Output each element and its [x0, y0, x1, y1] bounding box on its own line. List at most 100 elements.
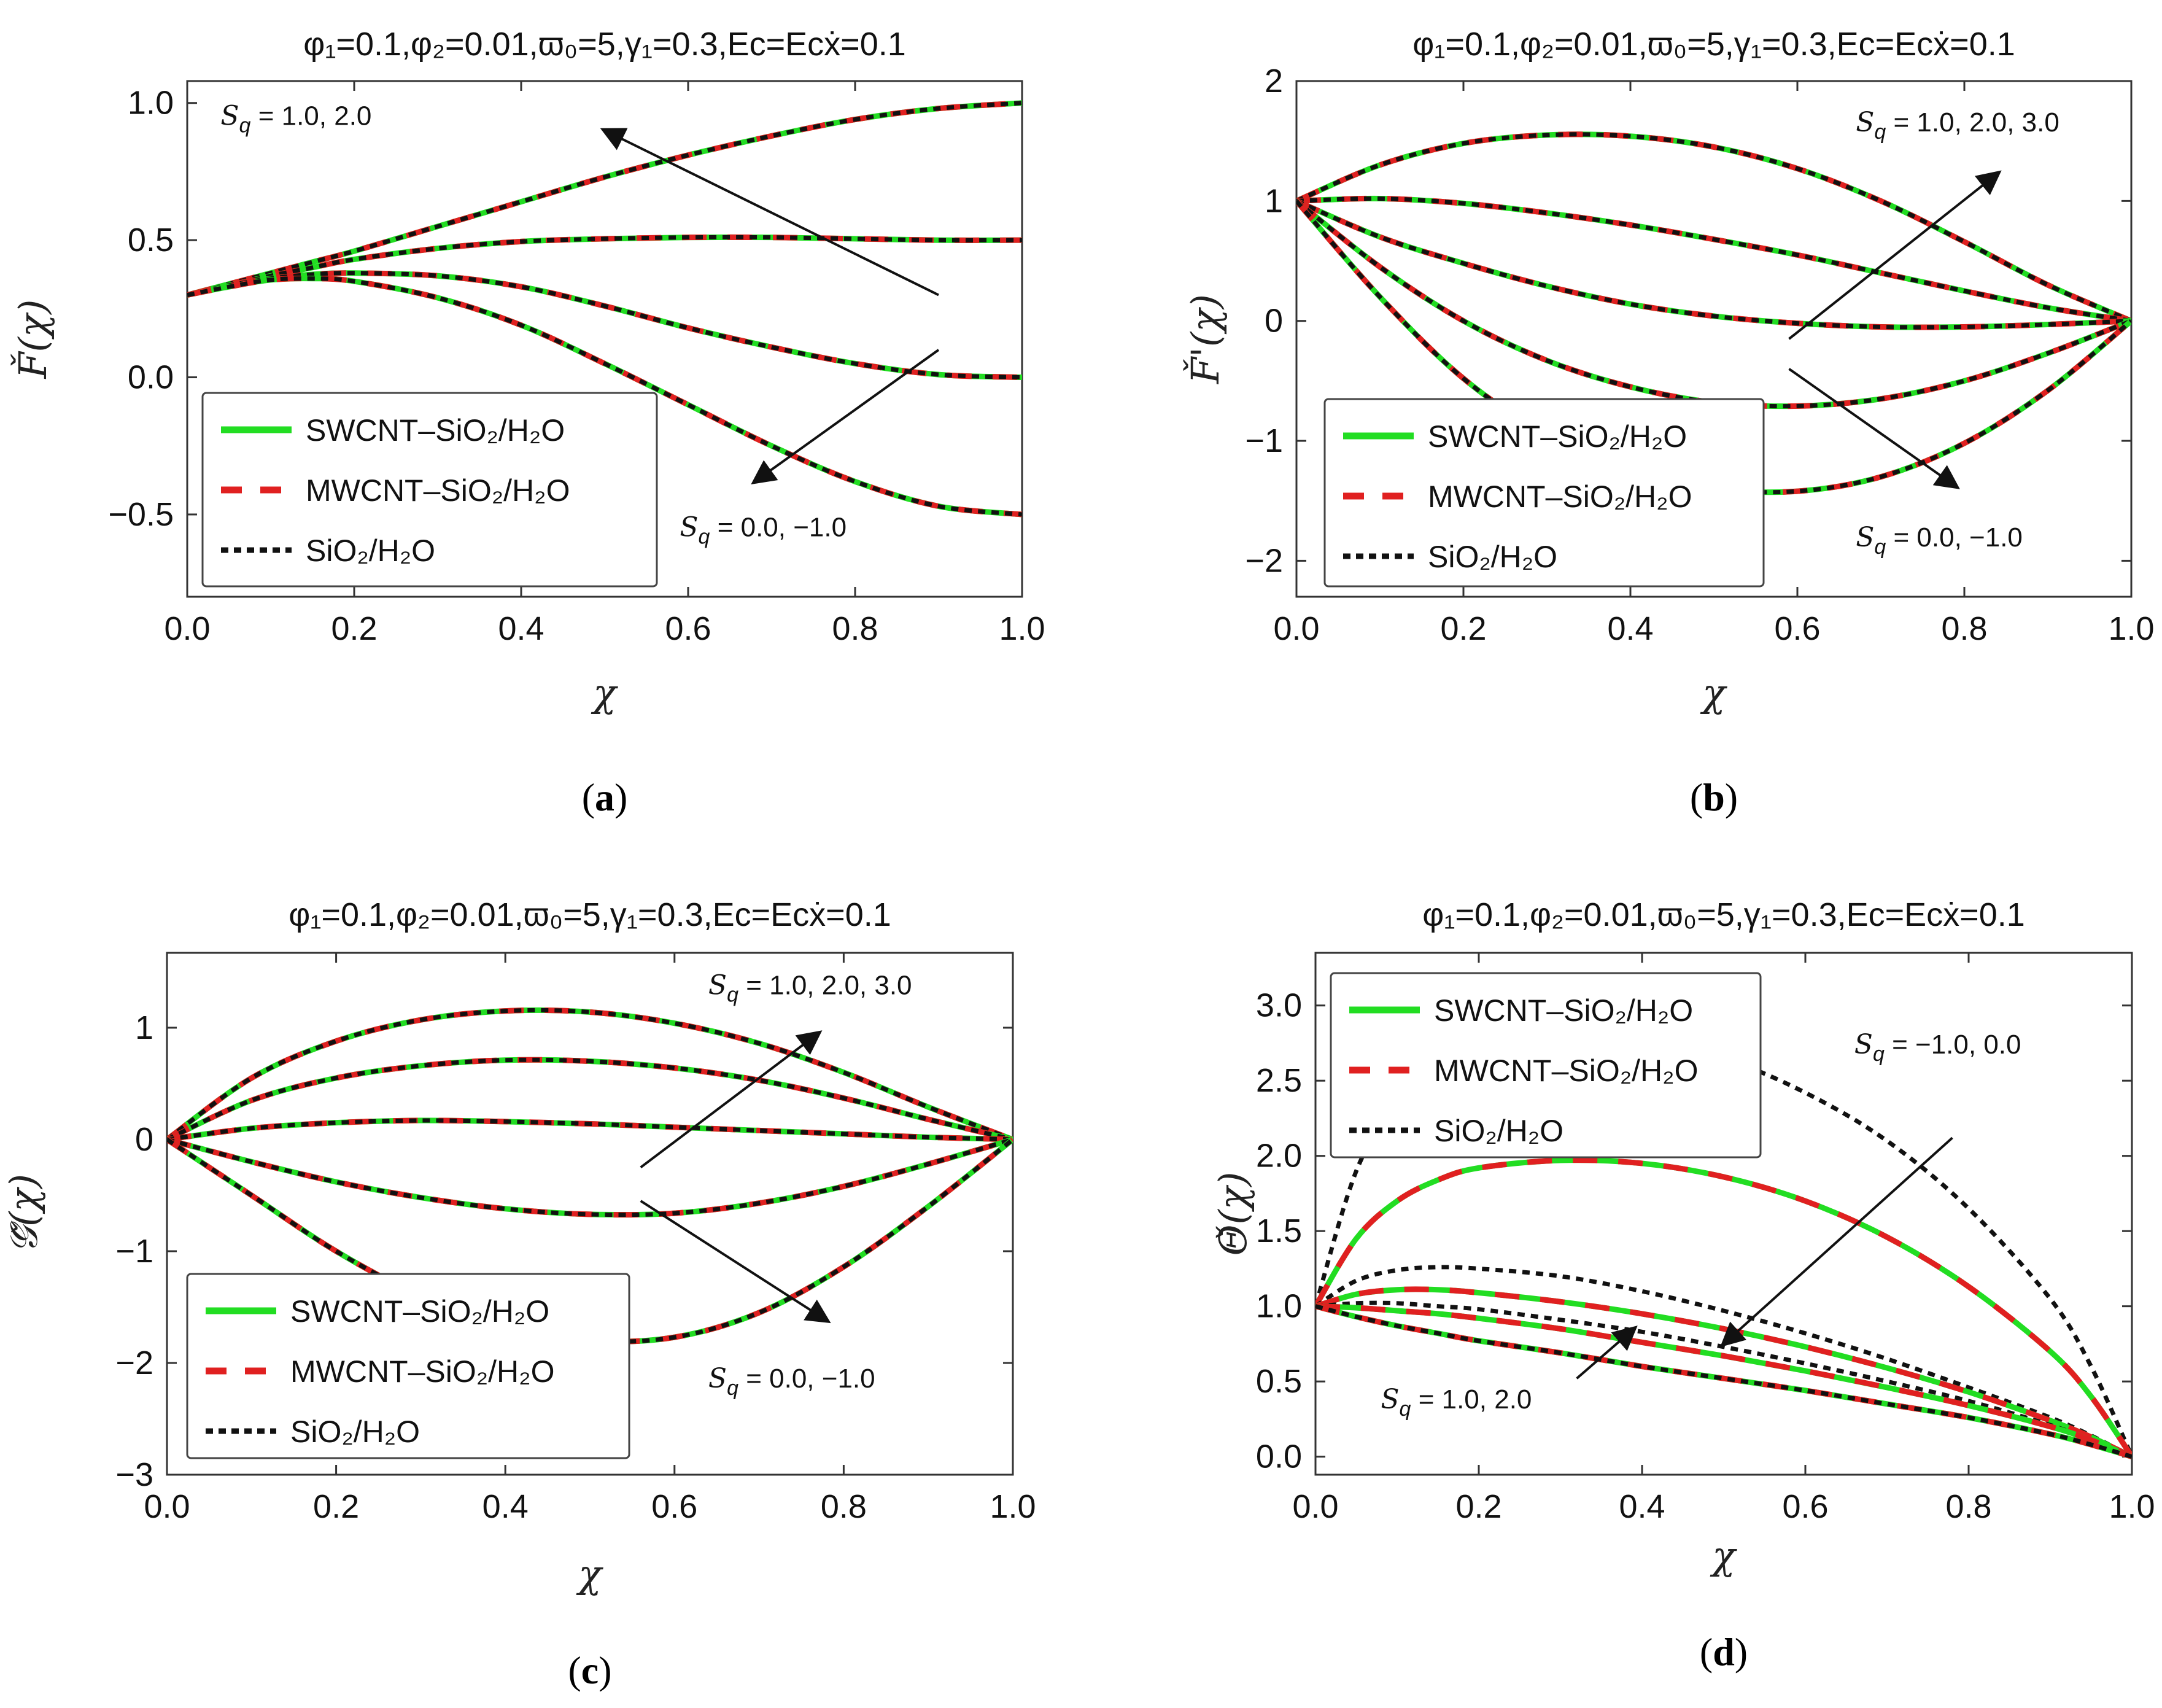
annotation-arrow-1 [751, 349, 940, 485]
x-tick-label: 0.8 [832, 610, 878, 647]
y-axis-label: F̌(χ) [10, 300, 55, 379]
y-tick-label: 2 [1265, 63, 1283, 99]
x-tick-label: 0.2 [1440, 610, 1486, 647]
x-tick-label: 0.4 [498, 610, 544, 647]
series-line-sio2-0 [167, 1007, 1013, 1142]
annotation-arrow-0 [640, 1030, 823, 1169]
x-tick-label: 0.2 [1455, 1488, 1501, 1525]
annotation-arrow-0 [1788, 170, 2002, 340]
annotation-arrow-0 [600, 128, 939, 297]
annotation-arrow-1 [640, 1200, 831, 1324]
legend-label-sio2: SiO₂/H₂O [290, 1415, 420, 1449]
x-tick-label: 0.0 [1273, 610, 1319, 647]
legend-label-mwcnt: MWCNT–SiO₂/H₂O [1434, 1054, 1698, 1088]
annotation-label-0: Sq = 1.0, 2.0, 3.0 [1856, 107, 2059, 144]
x-tick-label: 0.8 [1945, 1488, 1991, 1525]
annotation-arrow-1 [1788, 368, 1960, 489]
series-line-sio2-3 [1296, 199, 2131, 409]
x-tick-label: 0.6 [651, 1488, 697, 1525]
panel-caption: (a) [582, 775, 628, 819]
y-tick-label: 1.0 [1256, 1288, 1302, 1325]
x-tick-label: 0.4 [1607, 610, 1653, 647]
chart-panel-b: φ₁=0.1,φ₂=0.01,ϖ₀=5,γ₁=0.3,Ec=Ecẋ=0.1 0.0… [1183, 26, 2155, 819]
legend: SWCNT–SiO₂/H₂O MWCNT–SiO₂/H₂O SiO₂/H₂O [186, 1273, 630, 1459]
x-tick-label: 0.0 [144, 1488, 190, 1525]
chart-title: φ₁=0.1,φ₂=0.01,ϖ₀=5,γ₁=0.3,Ec=Ecẋ=0.1 [1412, 26, 2015, 63]
y-tick-label: 0.5 [1256, 1363, 1302, 1400]
panel-caption: (b) [1690, 775, 1738, 819]
x-axis-label: χ [591, 670, 618, 715]
y-tick-label: −2 [115, 1345, 153, 1381]
legend-label-mwcnt: MWCNT–SiO₂/H₂O [306, 473, 570, 508]
series-line-sio2-1 [187, 235, 1022, 297]
chart-panel-c: φ₁=0.1,φ₂=0.01,ϖ₀=5,γ₁=0.3,Ec=Ecẋ=0.1 0.0… [1, 896, 1036, 1692]
y-tick-label: 0 [1265, 303, 1283, 340]
chart-panel-d: φ₁=0.1,φ₂=0.01,ϖ₀=5,γ₁=0.3,Ec=Ecẋ=0.1 0.0… [1211, 896, 2155, 1674]
annotation-arrow-0 [1720, 1136, 1953, 1348]
series-line-sio2-2 [1315, 1265, 2132, 1459]
x-tick-label: 1.0 [990, 1488, 1036, 1525]
x-tick-label: 1.0 [2108, 610, 2154, 647]
series-line-mwcnt-0 [167, 1007, 1013, 1143]
series-line-sio2-0 [187, 101, 1022, 297]
y-tick-label: −2 [1245, 542, 1283, 579]
x-tick-label: 0.6 [1774, 610, 1820, 647]
series-line-sio2-2 [167, 1118, 1013, 1142]
chart-panel-a: φ₁=0.1,φ₂=0.01,ϖ₀=5,γ₁=0.3,Ec=Ecẋ=0.1 0.0… [10, 26, 1045, 819]
plot-frame [166, 952, 1014, 1476]
series-line-sio2-1 [167, 1057, 1013, 1142]
series-line-mwcnt-1 [1315, 1157, 2132, 1459]
panel-caption: (c) [568, 1648, 611, 1692]
series-line-sio2-6 [1315, 1304, 2132, 1459]
series-line-sio2-0 [1296, 132, 2131, 323]
series-line-mwcnt-6 [1315, 1303, 2132, 1459]
x-tick-label: 0.0 [164, 610, 210, 647]
legend-box [186, 1273, 630, 1459]
series-line-sio2-3 [187, 276, 1022, 517]
annotation-label-1: Sq = 0.0, −1.0 [708, 1363, 875, 1400]
x-tick-label: 0.8 [821, 1488, 867, 1525]
x-tick-label: 1.0 [999, 610, 1045, 647]
legend-label-swcnt: SWCNT–SiO₂/H₂O [1434, 993, 1693, 1028]
chart-title: φ₁=0.1,φ₂=0.01,ϖ₀=5,γ₁=0.3,Ec=Ecẋ=0.1 [303, 26, 906, 63]
annotation-label-0: Sq = −1.0, 0.0 [1854, 1029, 2021, 1066]
series-line-mwcnt-1 [167, 1057, 1013, 1143]
y-tick-label: 1 [1265, 182, 1283, 219]
plot-frame [186, 80, 1023, 598]
annotation-label-1: Sq = 0.0, −1.0 [1856, 522, 2023, 559]
legend-box [201, 392, 658, 588]
x-tick-label: 0.4 [1619, 1488, 1665, 1525]
x-axis-label: χ [1700, 670, 1727, 715]
annotation-arrow-1 [1576, 1326, 1638, 1380]
series-group [187, 100, 1022, 518]
legend: SWCNT–SiO₂/H₂O MWCNT–SiO₂/H₂O SiO₂/H₂O [1323, 398, 1765, 588]
chart-title: φ₁=0.1,φ₂=0.01,ϖ₀=5,γ₁=0.3,Ec=Ecẋ=0.1 [289, 896, 891, 933]
y-tick-label: 2.0 [1256, 1138, 1302, 1174]
x-tick-label: 0.6 [665, 610, 711, 647]
series-line-sio2-1 [1296, 196, 2131, 324]
x-tick-label: 0.8 [1941, 610, 1987, 647]
x-tick-label: 0.0 [1292, 1488, 1338, 1525]
y-tick-label: −3 [115, 1456, 153, 1493]
legend-box [1323, 398, 1765, 588]
y-axis-label: Θ̌(χ) [1211, 1172, 1255, 1256]
legend-label-sio2: SiO₂/H₂O [1428, 540, 1557, 574]
legend: SWCNT–SiO₂/H₂O MWCNT–SiO₂/H₂O SiO₂/H₂O [1330, 972, 1762, 1159]
series-line-mwcnt-2 [1296, 198, 2131, 330]
y-tick-label: 3.0 [1256, 987, 1302, 1024]
y-tick-label: −1 [115, 1233, 153, 1270]
y-tick-label: 0.5 [128, 222, 174, 258]
x-tick-label: 0.6 [1782, 1488, 1828, 1525]
series-line-sio2-3 [167, 1137, 1013, 1217]
x-axis-label: χ [576, 1551, 603, 1596]
series-line-mwcnt-3 [167, 1136, 1013, 1218]
series-line-mwcnt-1 [1296, 195, 2131, 324]
y-tick-label: 1 [135, 1009, 153, 1046]
series-line-mwcnt-3 [1315, 1286, 2132, 1459]
annotation-label-0: Sq = 1.0, 2.0 [220, 100, 371, 137]
panel-caption: (d) [1700, 1630, 1748, 1674]
chart-title: φ₁=0.1,φ₂=0.01,ϖ₀=5,γ₁=0.3,Ec=Ecẋ=0.1 [1422, 896, 2025, 933]
y-axis-label: F̌'(χ) [1183, 294, 1228, 384]
x-tick-label: 0.2 [331, 610, 377, 647]
legend-label-sio2: SiO₂/H₂O [1434, 1114, 1563, 1148]
